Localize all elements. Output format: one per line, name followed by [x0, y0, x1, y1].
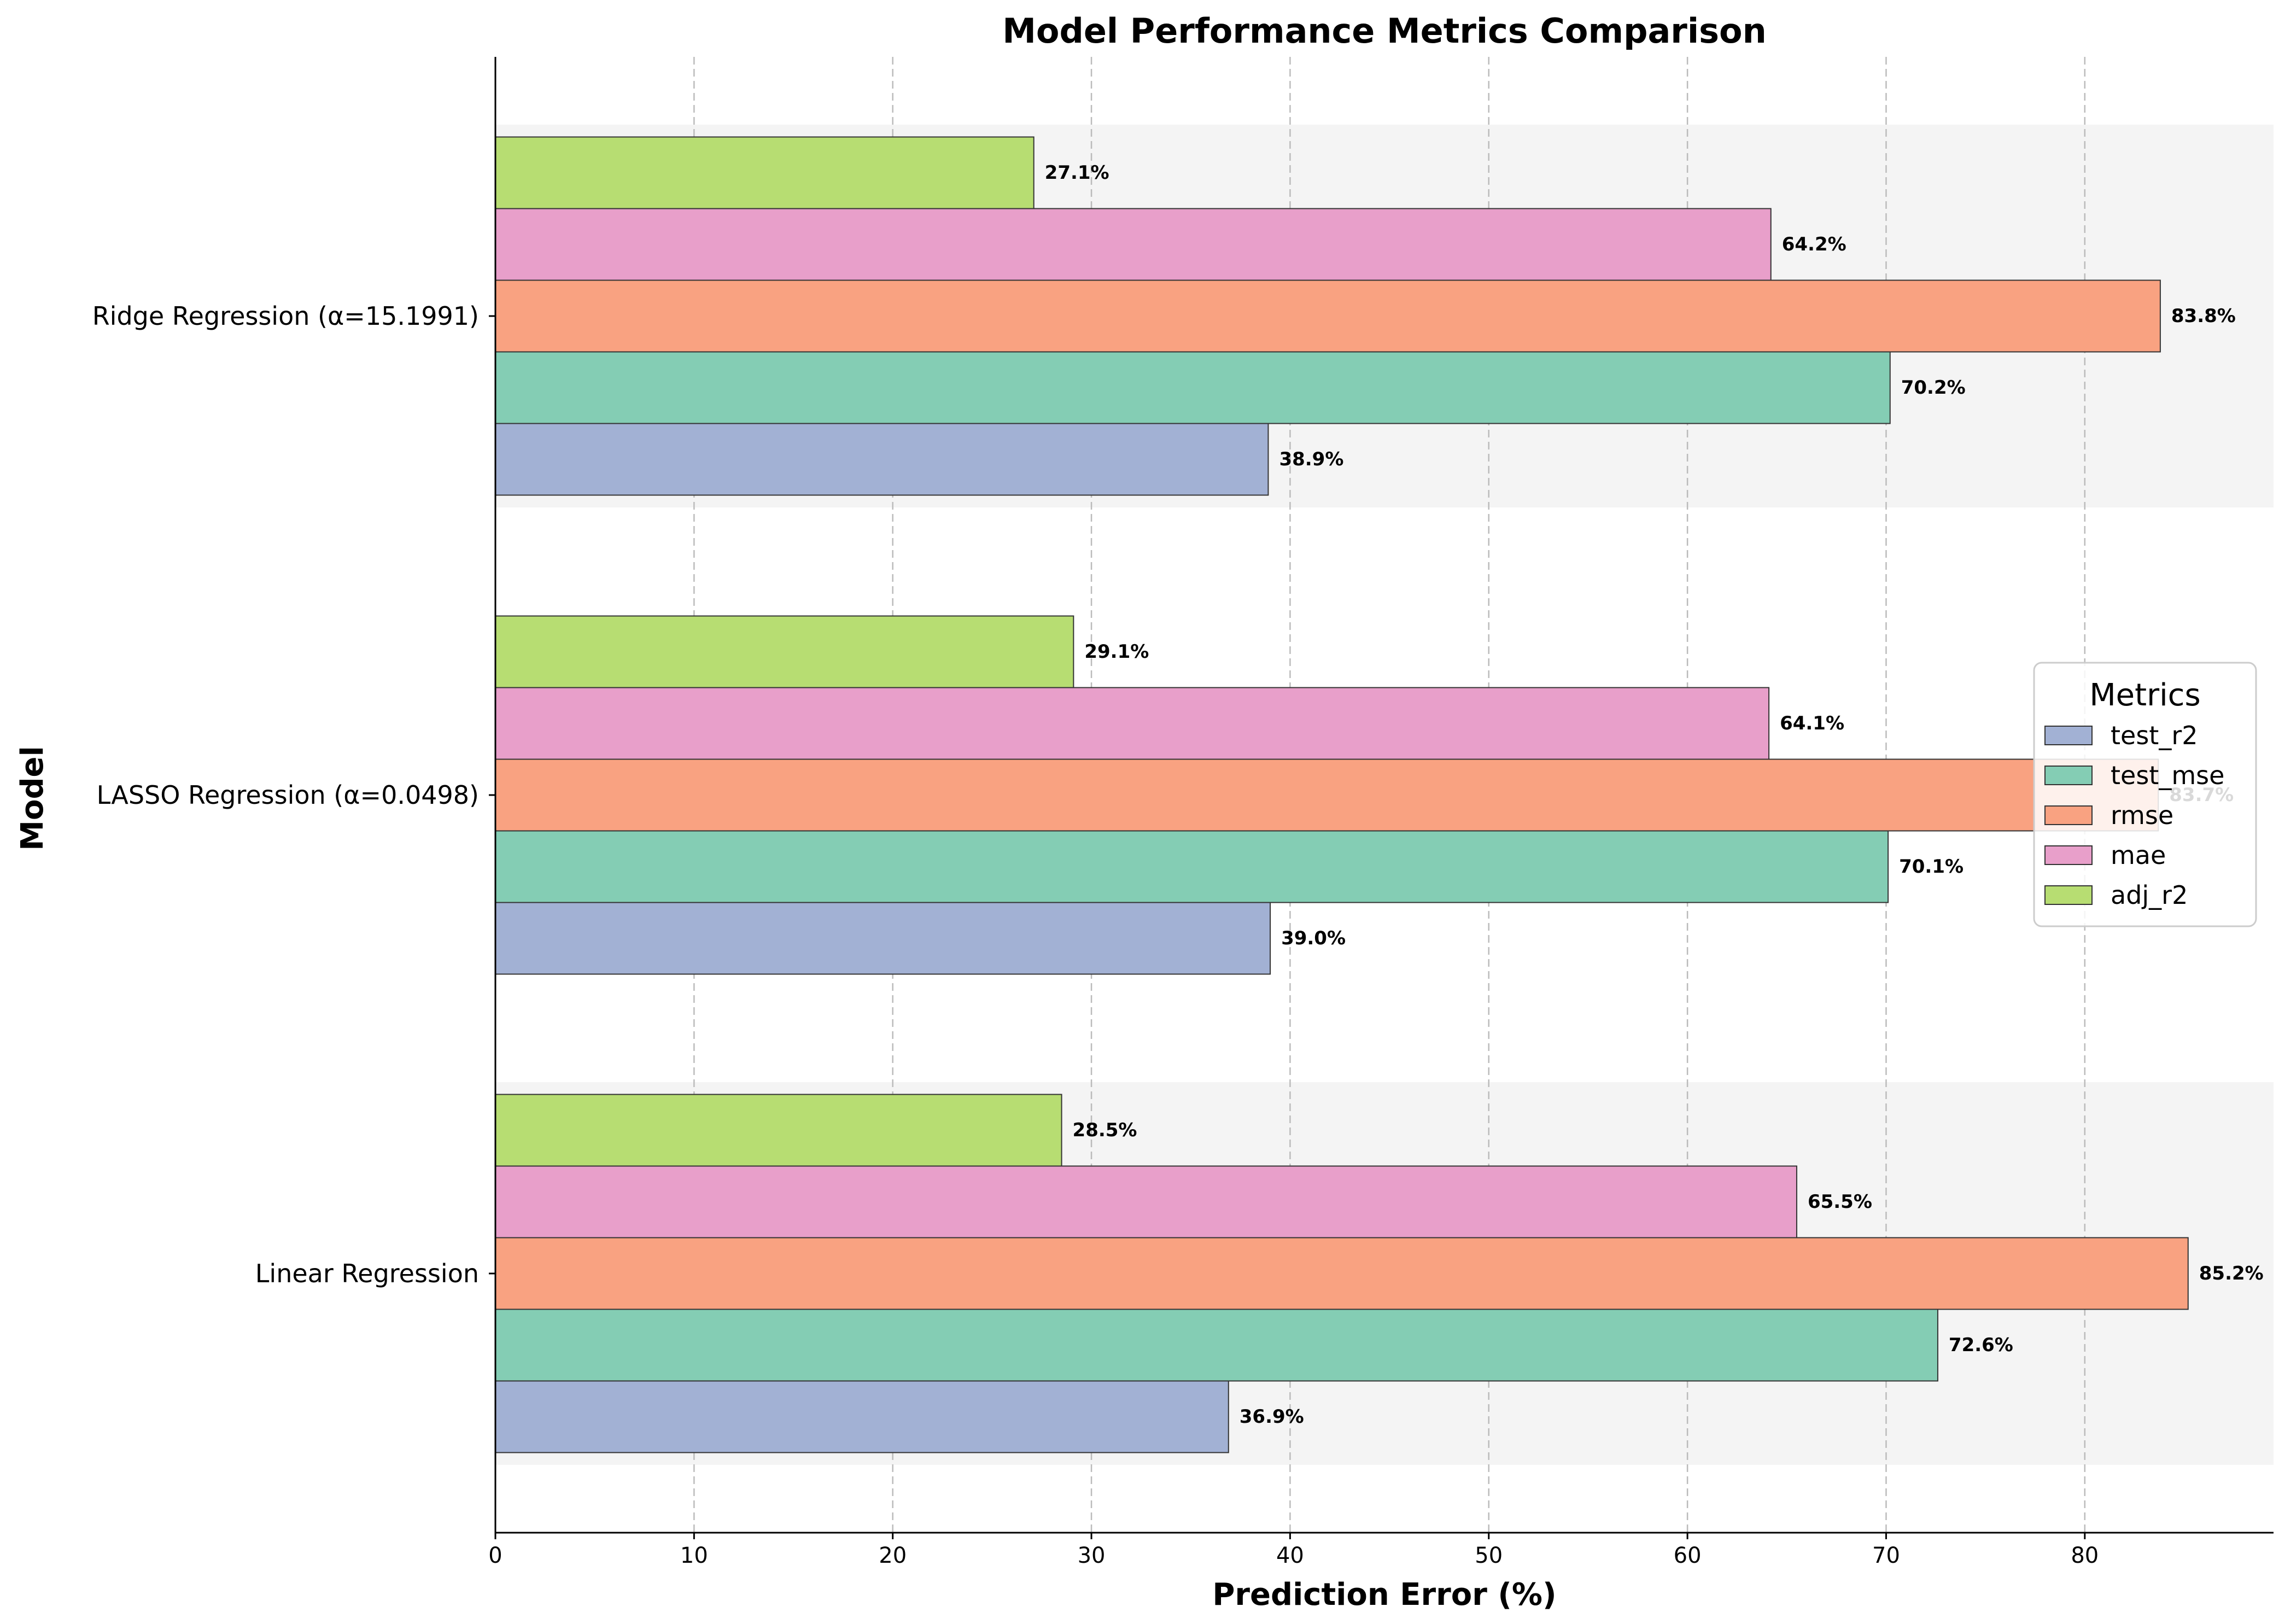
legend-label: test_r2 [2111, 721, 2198, 750]
legend-swatch [2044, 885, 2093, 905]
data-label: 36.9% [1240, 1406, 1304, 1428]
legend-label: rmse [2111, 801, 2173, 830]
bar [495, 1094, 1062, 1167]
x-tick-label: 70 [1872, 1543, 1900, 1568]
legend-swatch [2044, 726, 2093, 745]
bars [495, 136, 2189, 1453]
legend-swatch [2044, 805, 2093, 825]
y-axis-title: Model [15, 746, 50, 850]
y-tick-label: Ridge Regression (α=15.1991) [92, 301, 479, 331]
data-label: 85.2% [2199, 1263, 2264, 1284]
bar [495, 615, 1074, 688]
y-tick-label: Linear Regression [255, 1259, 479, 1288]
y-ticks: Linear Regression LASSO Regression (α=0.0… [92, 301, 495, 1288]
data-label: 65.5% [1808, 1191, 1872, 1213]
x-tick-label: 20 [879, 1543, 907, 1568]
bar [495, 279, 2161, 353]
bar [495, 136, 1035, 209]
bar [495, 1308, 1938, 1382]
x-tick-label: 80 [2071, 1543, 2099, 1568]
data-label: 27.1% [1045, 162, 1109, 184]
x-tick-label: 30 [1078, 1543, 1106, 1568]
data-label: 70.1% [1899, 856, 1964, 878]
x-ticks: 0 10 20 30 40 50 60 70 80 [488, 1533, 2099, 1568]
x-tick-label: 0 [488, 1543, 502, 1568]
legend-label: mae [2111, 840, 2166, 870]
x-axis-title: Prediction Error (%) [1212, 1577, 1556, 1613]
bar [495, 758, 2159, 832]
x-tick-label: 50 [1475, 1543, 1503, 1568]
bar [495, 687, 1770, 760]
bar [495, 423, 1269, 496]
data-label: 64.2% [1782, 233, 1846, 255]
data-label: 70.2% [1901, 377, 1966, 399]
bar [495, 1380, 1229, 1453]
x-tick-label: 40 [1276, 1543, 1304, 1568]
chart-title: Model Performance Metrics Comparison [1002, 11, 1767, 51]
data-label: 29.1% [1084, 641, 1149, 663]
data-label: 64.1% [1780, 712, 1844, 734]
bar [495, 902, 1271, 975]
bar [495, 1237, 2189, 1310]
x-tick-label: 60 [1674, 1543, 1702, 1568]
legend-label: test_mse [2111, 761, 2224, 790]
legend-swatch [2044, 845, 2093, 865]
y-tick-label: LASSO Regression (α=0.0498) [97, 780, 479, 810]
data-label: 83.8% [2171, 305, 2236, 327]
legend-swatch [2044, 766, 2093, 785]
data-label: 72.6% [1949, 1334, 2013, 1356]
data-label: 28.5% [1073, 1119, 1137, 1141]
x-tick-label: 10 [680, 1543, 708, 1568]
bar [495, 830, 1889, 903]
bar [495, 208, 1772, 281]
data-label: 38.9% [1279, 448, 1343, 470]
bar [495, 351, 1891, 424]
legend-title: Metrics [2089, 677, 2200, 713]
data-label: 39.0% [1281, 927, 1346, 949]
bar [495, 1165, 1797, 1239]
legend-label: adj_r2 [2111, 880, 2188, 910]
